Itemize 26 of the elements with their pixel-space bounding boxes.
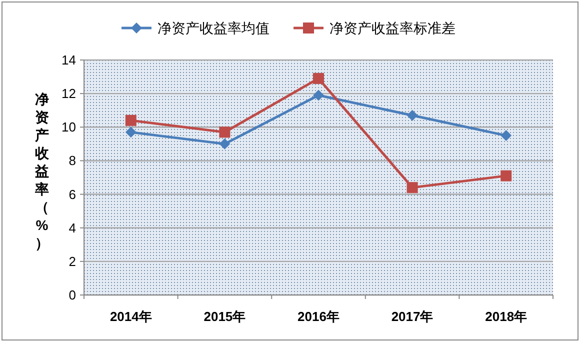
point [406,110,418,121]
text: 净资产收益率（%） [35,91,49,251]
point [125,126,136,138]
y-tick-label: 2 [68,254,76,269]
legend-label: 净资产收益率标准差 [330,20,456,36]
point [313,90,324,101]
point [500,170,512,182]
legend-label: 净资产收益率均值 [158,20,270,36]
point [125,114,136,126]
y-tick-label: 8 [68,153,76,168]
point [219,138,230,150]
x-tick-label: 2017年 [391,309,434,324]
y-tick-label: 6 [68,186,76,202]
y-tick-label: 4 [68,220,76,236]
y-tick-label: 12 [62,86,76,102]
y-tick-label: 0 [68,288,76,302]
x-tick-label: 2014年 [110,309,152,324]
point [500,130,512,142]
y-tick-label: 10 [62,120,76,135]
point [406,182,418,194]
point [313,72,324,84]
x-tick-label: 2018年 [485,309,528,324]
x-tick-label: 2016年 [298,309,340,324]
point [219,126,230,138]
y-tick-label: 14 [62,52,76,68]
x-tick-label: 2015年 [204,309,246,324]
